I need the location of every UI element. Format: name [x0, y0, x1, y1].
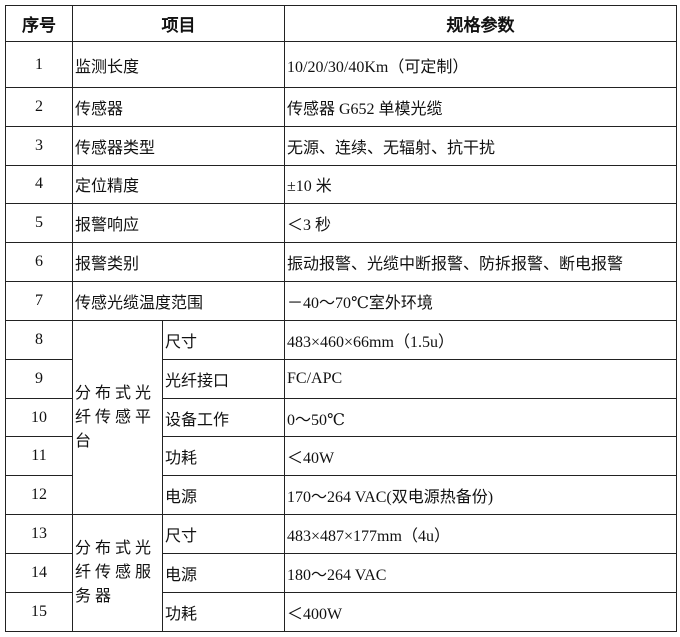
row-spec: 170～264 VAC(双电源热备份) — [284, 475, 677, 516]
row-spec: 483×487×177mm（4u） — [284, 514, 677, 555]
header-item: 项目 — [72, 5, 285, 42]
row-subitem: 尺寸 — [162, 514, 285, 555]
row-number: 2 — [5, 87, 73, 127]
row-number: 13 — [5, 514, 73, 555]
row-spec: ＜3 秒 — [284, 203, 677, 244]
row-number: 12 — [5, 475, 73, 516]
row-number: 5 — [5, 203, 73, 244]
row-item: 报警响应 — [72, 203, 285, 244]
row-spec: 无源、连续、无辐射、抗干扰 — [284, 125, 677, 166]
row-spec: 180～264 VAC — [284, 553, 677, 594]
row-spec: ±10 米 — [284, 164, 677, 205]
table-row: 1 监测长度 10/20/30/40Km（可定制） — [5, 41, 677, 88]
group-name: 分布式光纤传感服务器 — [72, 514, 163, 632]
row-spec: 振动报警、光缆中断报警、防拆报警、断电报警 — [284, 242, 677, 282]
row-number: 14 — [5, 553, 73, 594]
table-row: 3 传感器类型 无源、连续、无辐射、抗干扰 — [5, 125, 677, 166]
row-subitem: 尺寸 — [162, 319, 285, 360]
row-subitem: 电源 — [162, 553, 285, 594]
row-number: 1 — [5, 41, 73, 88]
header-spec: 规格参数 — [284, 5, 677, 42]
spec-table: 序号 项目 规格参数 1 监测长度 10/20/30/40Km（可定制） 2 传感器 传感… — [5, 5, 677, 632]
row-item: 监测长度 — [72, 41, 285, 88]
table-row: 5 报警响应 ＜3 秒 — [5, 203, 677, 244]
row-number: 8 — [5, 319, 73, 360]
row-spec: 0～50℃ — [284, 397, 677, 438]
row-item: 报警类别 — [72, 242, 285, 282]
table-row: 7 传感光缆温度范围 －40～70℃室外环境 — [5, 280, 677, 321]
row-number: 7 — [5, 280, 73, 321]
row-item: 传感器类型 — [72, 125, 285, 166]
table-row: 11 功耗 ＜40W — [5, 436, 677, 477]
row-number: 10 — [5, 397, 73, 438]
row-spec: ＜400W — [284, 592, 677, 632]
row-number: 11 — [5, 436, 73, 477]
row-subitem: 设备工作 — [162, 397, 285, 438]
row-number: 15 — [5, 592, 73, 632]
table-row: 6 报警类别 振动报警、光缆中断报警、防拆报警、断电报警 — [5, 242, 677, 282]
row-number: 3 — [5, 125, 73, 166]
group-name: 分布式光纤传感平台 — [72, 319, 163, 516]
row-number: 6 — [5, 242, 73, 282]
row-item: 定位精度 — [72, 164, 285, 205]
row-subitem: 功耗 — [162, 592, 285, 632]
row-item: 传感光缆温度范围 — [72, 280, 285, 321]
header-no: 序号 — [5, 5, 73, 42]
row-subitem: 功耗 — [162, 436, 285, 477]
row-number: 4 — [5, 164, 73, 205]
row-subitem: 光纤接口 — [162, 358, 285, 399]
row-spec: 10/20/30/40Km（可定制） — [284, 41, 677, 88]
table-row: 4 定位精度 ±10 米 — [5, 164, 677, 205]
row-spec: ＜40W — [284, 436, 677, 477]
row-spec: －40～70℃室外环境 — [284, 280, 677, 321]
row-subitem: 电源 — [162, 475, 285, 516]
table-row: 9 光纤接口 FC/APC — [5, 358, 677, 399]
row-item: 传感器 — [72, 87, 285, 127]
table-row: 2 传感器 传感器 G652 单模光缆 — [5, 87, 677, 127]
table-row: 13 分布式光纤传感服务器 尺寸 483×487×177mm（4u） — [5, 514, 677, 632]
row-spec: 483×460×66mm（1.5u） — [284, 319, 677, 360]
row-number: 9 — [5, 358, 73, 399]
row-spec: 传感器 G652 单模光缆 — [284, 87, 677, 127]
table-row: 12 电源 170～264 VAC(双电源热备份) — [5, 475, 677, 516]
table-row: 8 分布式光纤传感平台 尺寸 483×460×66mm（1.5u） — [5, 319, 677, 516]
table-header-row: 序号 项目 规格参数 — [5, 5, 677, 42]
table-row: 10 设备工作 0～50℃ — [5, 397, 677, 438]
table-row: 15 功耗 ＜400W — [5, 592, 677, 632]
row-spec: FC/APC — [284, 358, 677, 399]
